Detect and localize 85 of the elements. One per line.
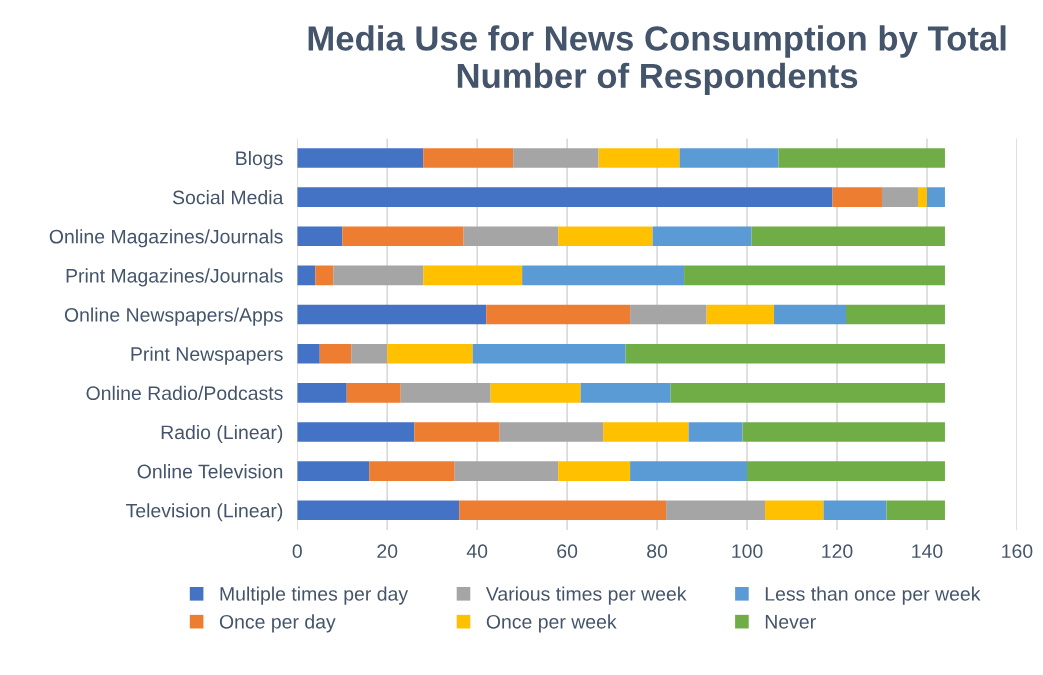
legend-label: Various times per week (485, 586, 687, 605)
y-tick-label: Online Magazines/Journals (49, 229, 283, 248)
bar (297, 343, 320, 364)
x-tick-label: 140 (912, 544, 943, 559)
y-tick-label: Online Television (137, 464, 283, 479)
bar (459, 500, 667, 521)
y-tick-label: Radio (Linear) (161, 424, 283, 444)
bar (315, 265, 334, 286)
bar (580, 383, 671, 403)
bar (387, 343, 473, 364)
legend-label: Less than once per week (765, 586, 981, 605)
y-tick-label: Online Newspapers/Apps (64, 307, 283, 326)
bar (603, 422, 689, 442)
legend-label: Never (765, 615, 816, 629)
x-tick-label: 80 (647, 544, 668, 559)
y-tick-label: Television (Linear) (126, 503, 283, 522)
bar (630, 461, 748, 481)
bar (881, 187, 918, 207)
bar (846, 304, 945, 325)
x-tick-label: 60 (557, 544, 578, 559)
x-tick-label: 40 (466, 544, 488, 559)
x-tick-label: 20 (377, 544, 398, 559)
bar (742, 422, 945, 442)
legend-label: Multiple times per day (220, 586, 409, 605)
legend-label: Once per day (219, 614, 336, 633)
bar (522, 265, 685, 286)
bar (342, 226, 464, 247)
bar (297, 383, 347, 403)
bar (926, 187, 945, 207)
bar (486, 304, 631, 325)
y-tick-label: Online Radio/Podcasts (86, 385, 283, 401)
bar (706, 304, 775, 325)
legend-label: Once per week (486, 614, 617, 633)
bar (679, 148, 779, 168)
bar (513, 148, 599, 168)
bar (297, 265, 316, 286)
y-tick-label: Social Media (172, 190, 284, 205)
bar (747, 461, 945, 481)
bar (558, 461, 631, 481)
bar (765, 500, 824, 521)
bar (400, 383, 491, 403)
bar (297, 226, 343, 247)
bar (297, 500, 460, 521)
bar (598, 148, 680, 168)
bar (351, 343, 388, 364)
chart-title: Media Use for News Consumption by Total Number of Respondents (308, 25, 1006, 96)
bar (832, 187, 882, 207)
y-tick-label: Print Magazines/Journals (66, 268, 283, 287)
bar (499, 422, 604, 442)
bar (414, 422, 500, 442)
bar (297, 461, 370, 481)
bar (490, 383, 581, 403)
bar (297, 148, 424, 168)
bar (684, 265, 945, 286)
y-tick-label: Print Newspapers (131, 346, 283, 365)
bar (297, 422, 415, 442)
bar (917, 187, 927, 207)
bar (774, 304, 846, 325)
bar (630, 304, 707, 325)
y-tick-label: Blogs (236, 150, 283, 170)
bar (423, 148, 514, 168)
bar (463, 226, 559, 247)
bar (652, 226, 752, 247)
bar (625, 343, 945, 364)
bar (688, 422, 743, 442)
bar (778, 148, 945, 168)
x-tick-label: 100 (732, 544, 763, 559)
x-tick-label: 120 (822, 544, 853, 559)
bar (670, 383, 945, 403)
x-tick-label: 160 (1002, 544, 1033, 559)
bar (886, 500, 945, 521)
bar (423, 265, 523, 286)
bar (666, 500, 766, 521)
bar (369, 461, 455, 481)
x-tick-label: 0 (292, 544, 302, 559)
bar (319, 343, 352, 364)
bar (823, 500, 887, 521)
bar (297, 187, 833, 207)
bar (346, 383, 401, 403)
bar (297, 304, 487, 325)
bar (558, 226, 653, 247)
bar (751, 226, 945, 247)
bar (333, 265, 424, 286)
bar (454, 461, 559, 481)
bar (472, 343, 626, 364)
